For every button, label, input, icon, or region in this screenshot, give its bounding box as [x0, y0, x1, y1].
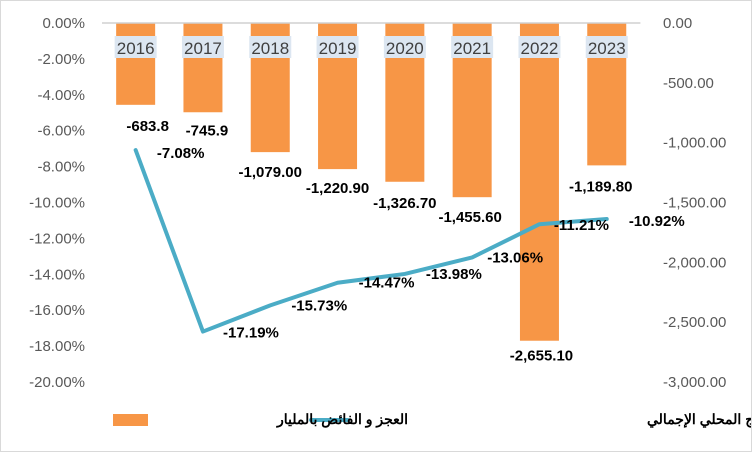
left-axis-tick: -6.00% — [37, 123, 85, 140]
bar-data-label: -1,079.00 — [239, 164, 302, 181]
category-label: 2022 — [521, 39, 559, 58]
left-axis-tick: -14.00% — [29, 266, 85, 283]
line-data-label: -14.47% — [359, 275, 415, 292]
bar-data-label: -683.8 — [126, 118, 169, 135]
category-label: 2020 — [386, 39, 424, 58]
left-axis-tick: 0.00% — [42, 15, 85, 32]
right-axis-tick: -2,000.00 — [663, 254, 726, 271]
category-label: 2017 — [184, 39, 222, 58]
category-label: 2019 — [319, 39, 357, 58]
category-label-bg — [114, 36, 157, 58]
right-axis-tick: -500.00 — [663, 75, 714, 92]
line-data-label: -10.92% — [629, 213, 685, 230]
line-data-label: -7.08% — [157, 145, 205, 162]
legend-label-bar: العجز و الفائض بالمليار — [276, 411, 408, 428]
category-label-bg — [249, 36, 292, 58]
right-axis-tick: -3,000.00 — [663, 374, 726, 391]
category-label: 2023 — [588, 39, 626, 58]
right-axis-tick: -1,500.00 — [663, 195, 726, 212]
line-data-label: -11.21% — [554, 217, 609, 234]
bar-data-label: -1,220.90 — [306, 180, 369, 197]
line-data-label: -13.98% — [426, 266, 482, 283]
right-axis-tick: 0.00 — [663, 15, 692, 32]
left-axis-tick: -2.00% — [37, 51, 85, 68]
line-series — [133, 148, 609, 334]
category-label-bg — [518, 36, 561, 58]
bar-data-label: -745.9 — [186, 122, 229, 139]
left-axis-tick: -20.00% — [29, 374, 85, 391]
bar-data-label: -2,655.10 — [510, 348, 573, 365]
legend-swatch-bar — [113, 414, 148, 426]
bar-data-label: -1,455.60 — [438, 209, 501, 226]
category-label: 2021 — [453, 39, 491, 58]
category-label-bg — [585, 36, 628, 58]
left-axis-tick: -18.00% — [29, 338, 85, 355]
line-data-label: -17.19% — [223, 325, 279, 342]
line-data-label: -13.06% — [487, 249, 543, 266]
category-label-bg — [316, 36, 359, 58]
legend-label-line: الميزان التجاري % الناتج المحلي الإجمالي — [647, 411, 752, 429]
category-label: 2016 — [117, 39, 155, 58]
category-label-bg — [451, 36, 494, 58]
left-axis-tick: -16.00% — [29, 302, 85, 319]
right-axis-tick: -1,000.00 — [663, 135, 726, 152]
left-axis-tick: -12.00% — [29, 230, 85, 247]
category-label-bg — [181, 36, 224, 58]
bar — [116, 23, 156, 105]
line-data-label: -15.73% — [291, 297, 347, 314]
left-axis-tick: -4.00% — [37, 87, 85, 104]
bar-data-label: -1,326.70 — [373, 195, 436, 212]
category-label: 2018 — [251, 39, 289, 58]
right-axis-tick: -2,500.00 — [663, 314, 726, 331]
category-label-bg — [383, 36, 426, 58]
left-axis-tick: -10.00% — [29, 195, 85, 212]
bar — [519, 23, 559, 341]
left-axis-tick: -8.00% — [37, 159, 85, 176]
bar-data-label: -1,189.80 — [569, 178, 632, 195]
